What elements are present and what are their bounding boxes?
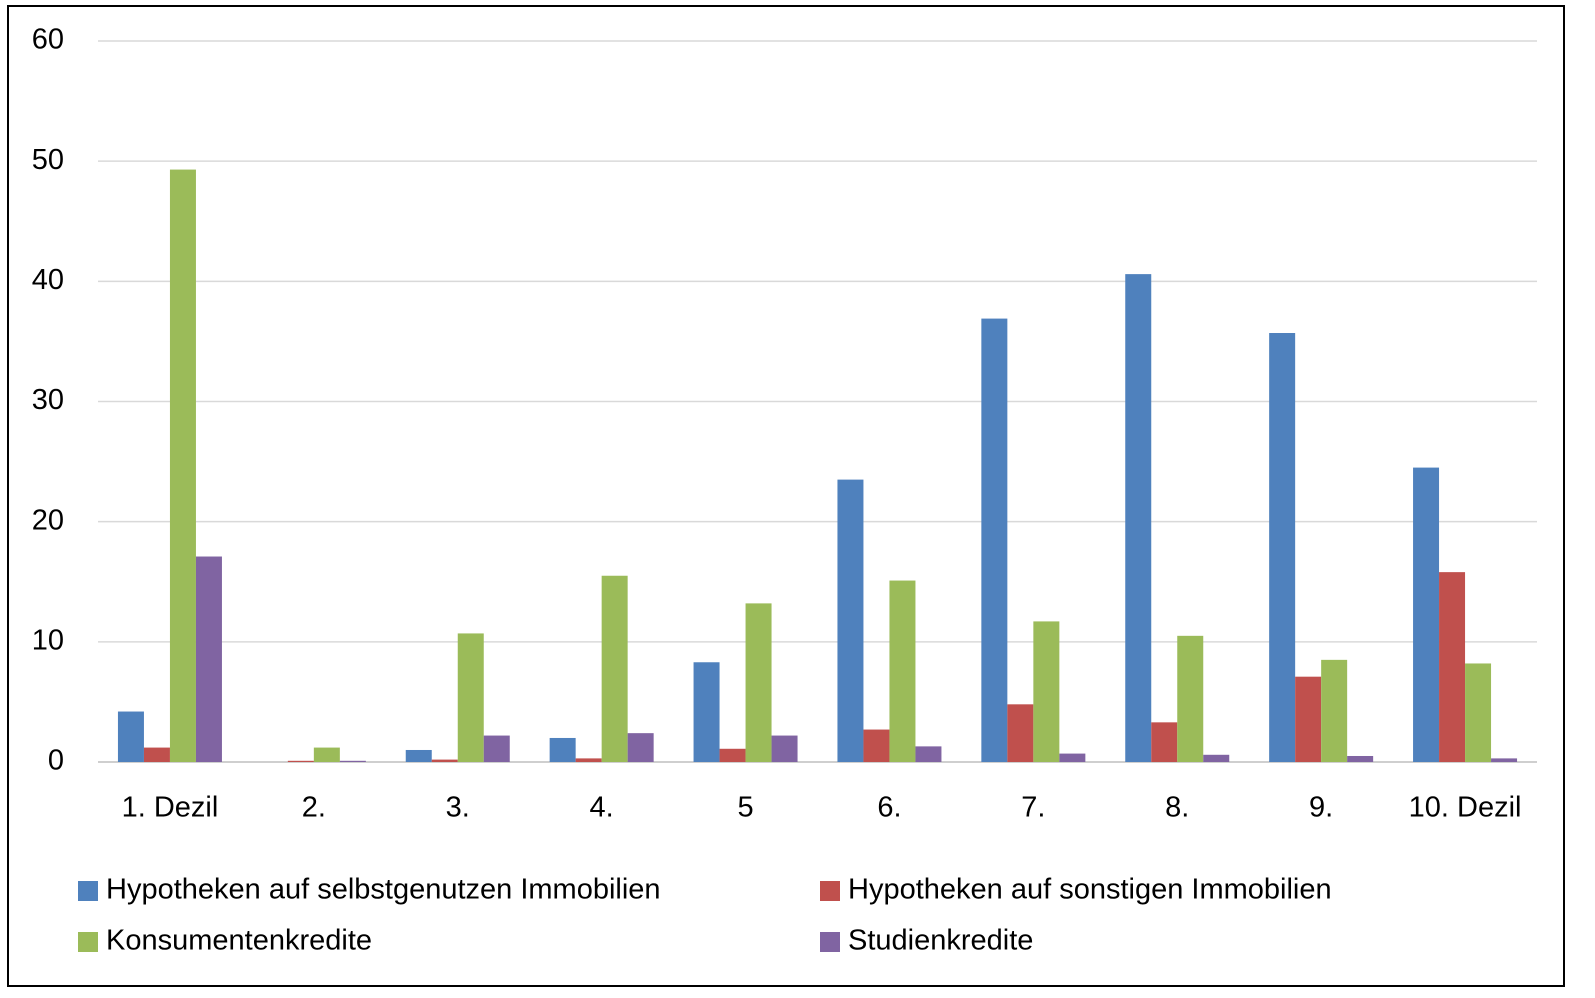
- x-tick-label: 6.: [877, 792, 901, 824]
- bar: [771, 735, 798, 762]
- chart-border: [7, 5, 1565, 987]
- bar: [143, 747, 170, 762]
- bar: [313, 747, 340, 762]
- bar: [431, 759, 458, 762]
- bar: [889, 580, 916, 762]
- bar: [117, 711, 144, 762]
- bar: [1465, 663, 1492, 762]
- bar: [575, 758, 602, 762]
- legend-label: Konsumentenkredite: [106, 925, 372, 957]
- x-tick-label: 7.: [1021, 792, 1045, 824]
- bar: [1439, 572, 1466, 762]
- bar: [1059, 753, 1086, 762]
- legend-label: Hypotheken auf sonstigen Immobilien: [848, 874, 1332, 906]
- bar: [1321, 659, 1348, 762]
- bar: [339, 760, 366, 762]
- y-tick-label: 0: [48, 745, 64, 777]
- bar: [169, 169, 196, 762]
- bar: [693, 662, 720, 762]
- bar: [1413, 467, 1440, 762]
- legend-label: Studienkredite: [848, 925, 1033, 957]
- x-tick-label: 2.: [302, 792, 326, 824]
- x-tick-label: 1. Dezil: [122, 792, 219, 824]
- bar: [1295, 676, 1322, 762]
- bar: [1491, 758, 1518, 762]
- bar: [837, 479, 864, 762]
- bar: [195, 556, 222, 762]
- bar: [483, 735, 510, 762]
- y-tick-label: 10: [32, 624, 64, 656]
- bar: [915, 746, 942, 762]
- y-tick-label: 50: [32, 144, 64, 176]
- bar: [745, 603, 772, 762]
- x-tick-label: 4.: [590, 792, 614, 824]
- bar: [1177, 635, 1204, 762]
- x-tick-label: 9.: [1309, 792, 1333, 824]
- y-tick-label: 20: [32, 504, 64, 536]
- bar: [1151, 722, 1178, 762]
- bar: [981, 318, 1008, 762]
- bar: [1007, 704, 1034, 762]
- y-tick-label: 60: [32, 24, 64, 56]
- bar: [1347, 755, 1374, 762]
- legend-swatch: [78, 932, 98, 952]
- bar: [549, 737, 576, 762]
- bar: [719, 748, 746, 762]
- legend-swatch: [820, 881, 840, 901]
- legend-swatch: [820, 932, 840, 952]
- bar: [601, 575, 628, 762]
- bar: [1033, 621, 1060, 762]
- y-tick-label: 40: [32, 264, 64, 296]
- bar: [405, 749, 432, 762]
- bar: [627, 733, 654, 762]
- x-tick-label: 8.: [1165, 792, 1189, 824]
- legend-swatch: [78, 881, 98, 901]
- legend-label: Hypotheken auf selbstgenutzen Immobilien: [106, 874, 661, 906]
- x-tick-label: 5: [737, 792, 753, 824]
- bar: [1203, 754, 1230, 762]
- y-tick-label: 30: [32, 384, 64, 416]
- x-tick-label: 3.: [446, 792, 470, 824]
- x-tick-label: 10. Dezil: [1409, 792, 1522, 824]
- bar: [1269, 333, 1296, 762]
- bar: [863, 729, 890, 762]
- bar: [457, 633, 484, 762]
- bar: [1125, 274, 1152, 762]
- bar: [287, 760, 314, 762]
